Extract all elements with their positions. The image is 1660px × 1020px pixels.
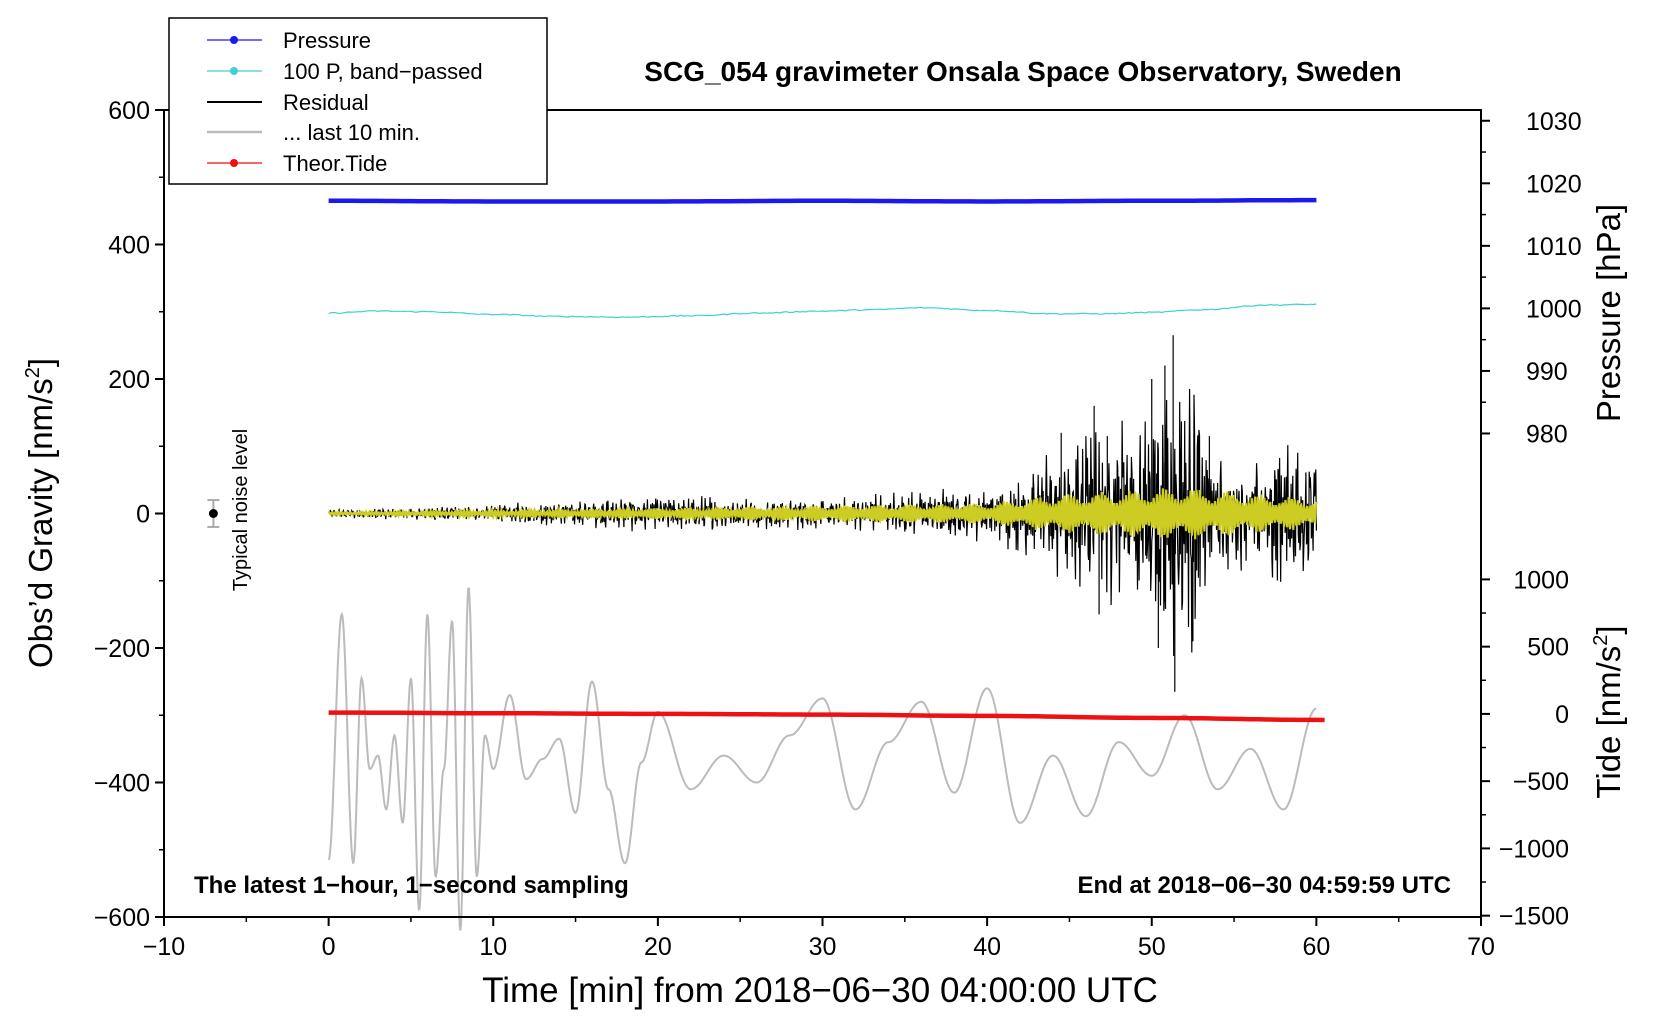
y-right-pressure-tick-label: 1030 [1526, 108, 1582, 136]
series-last10min [327, 587, 1317, 931]
y-right-pressure-tick-label: 990 [1526, 358, 1568, 386]
y-right-tide-tick-label: −1000 [1499, 835, 1569, 863]
x-tick-label: −10 [143, 933, 185, 961]
x-tick-label: 50 [1138, 933, 1166, 961]
legend-marker-tide [230, 159, 238, 167]
legend-label-last10: ... last 10 min. [283, 120, 420, 145]
x-tick-label: 40 [973, 933, 1001, 961]
y-right-tide-tick-label: −500 [1513, 768, 1569, 796]
x-tick-label: 60 [1302, 933, 1330, 961]
x-axis-label: Time [min] from 2018−06−30 04:00:00 UTC [482, 971, 1158, 1010]
y-right-tide-tick-label: 500 [1527, 634, 1569, 662]
annotation-end-time: End at 2018−06−30 04:59:59 UTC [1077, 872, 1451, 899]
legend-label-pressure: Pressure [283, 28, 371, 53]
series-pressure [328, 197, 1317, 204]
noise-level-marker [207, 499, 220, 528]
noise-level-label: Typical noise level [230, 429, 252, 591]
y-left-tick-label: 400 [108, 232, 150, 260]
x-tick-label: 0 [322, 933, 336, 961]
x-tick-label: 20 [644, 933, 672, 961]
y-right-tide-tick-label: 1000 [1513, 566, 1569, 594]
series-pressure-bandpassed [328, 303, 1317, 319]
y-left-tick-label: −600 [94, 904, 150, 932]
y-axis-right-tide-label: Tide [nm/s2] [1590, 625, 1627, 798]
series-residual-bandpassed [327, 488, 1318, 540]
y-right-pressure-tick-label: 980 [1526, 420, 1568, 448]
legend-label-residual: Residual [283, 90, 369, 115]
x-tick-label: 30 [809, 933, 837, 961]
x-tick-label: 10 [479, 933, 507, 961]
legend: Pressure 100 P, band−passed Residual ...… [168, 17, 548, 185]
y-left-tick-label: 0 [136, 501, 150, 529]
y-left-tick-label: −200 [94, 635, 150, 663]
y-left-tick-label: −400 [94, 770, 150, 798]
y-right-pressure-tick-label: 1000 [1526, 295, 1582, 323]
x-tick-label: 70 [1467, 933, 1495, 961]
series-theoretical-tide [328, 710, 1325, 723]
y-right-pressure-tick-label: 1020 [1526, 170, 1582, 198]
chart-title: SCG_054 gravimeter Onsala Space Observat… [644, 56, 1401, 87]
y-left-tick-label: 200 [108, 366, 150, 394]
legend-marker-pressure [230, 36, 238, 44]
legend-label-tide: Theor.Tide [283, 151, 387, 176]
y-axis-left-label: Obs’d Gravity [nm/s2] [22, 358, 59, 668]
y-right-tide-tick-label: −1500 [1499, 903, 1569, 931]
y-right-tide-tick-label: 0 [1555, 701, 1569, 729]
legend-label-bandpassed: 100 P, band−passed [283, 59, 483, 84]
noise-point [208, 509, 218, 518]
legend-marker-bandpassed [230, 67, 238, 75]
y-right-pressure-tick-label: 1010 [1526, 233, 1582, 261]
annotation-sampling: The latest 1−hour, 1−second sampling [194, 872, 629, 899]
y-left-tick-label: 600 [108, 97, 150, 125]
y-axis-right-pressure-label: Pressure [hPa] [1590, 204, 1627, 422]
